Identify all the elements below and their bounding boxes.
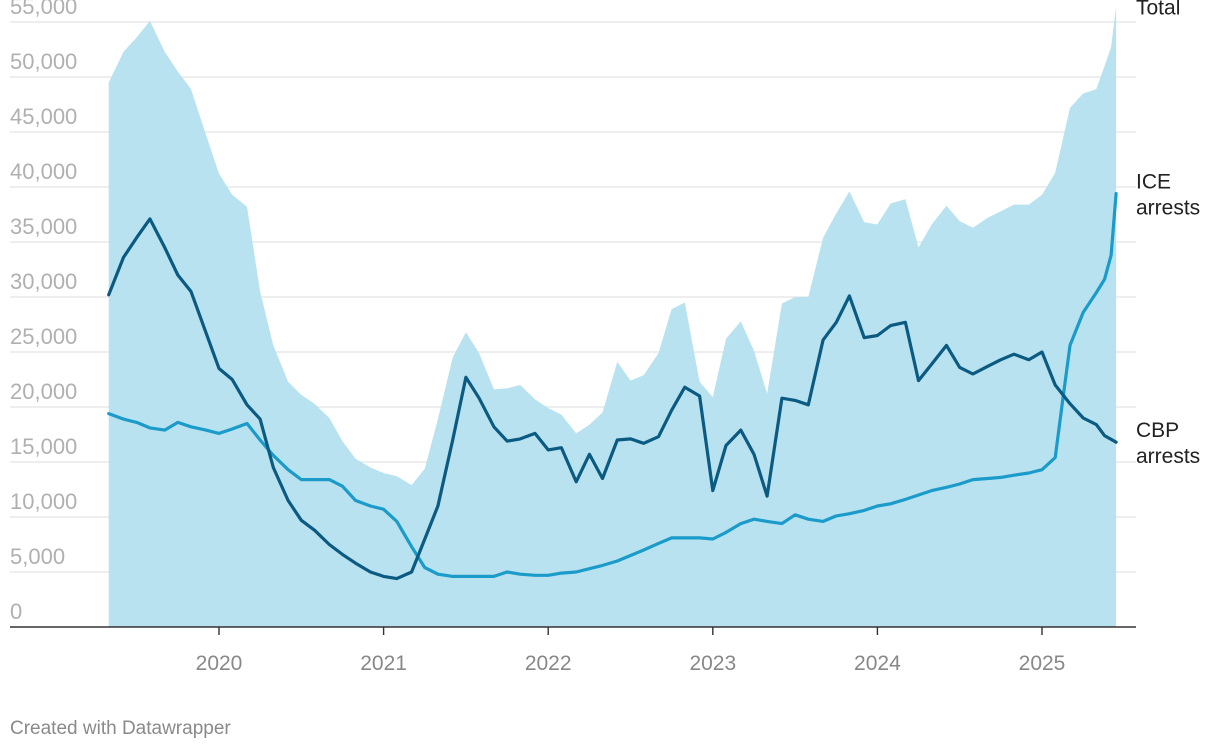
x-tick-label: 2024 (854, 652, 901, 675)
total-area-layer (108, 6, 1117, 628)
x-tick-label: 2023 (689, 652, 736, 675)
y-tick-label: 10,000 (10, 489, 77, 514)
y-tick-label: 40,000 (10, 159, 77, 184)
y-tick-label: 5,000 (10, 544, 65, 569)
ice-arrests-line (107, 192, 1118, 578)
cbp-arrests-label: CBP arrests (1136, 419, 1200, 468)
x-axis-tick-labels: 2020 2021 2022 2023 2024 2025 (196, 652, 1066, 675)
x-axis (10, 626, 1136, 635)
total-area (108, 6, 1117, 628)
series-labels: Total ICE arrests CBP arrests (1136, 0, 1200, 468)
y-tick-label: 55,000 (10, 0, 77, 19)
y-tick-label: 35,000 (10, 214, 77, 239)
y-axis-tick-labels: 0 5,000 10,000 15,000 20,000 25,000 30,000 35,0… (10, 0, 77, 624)
x-tick-label: 2022 (525, 652, 572, 675)
series-lines-layer (107, 192, 1118, 581)
y-tick-label: 45,000 (10, 104, 77, 129)
x-tick-label: 2021 (360, 652, 407, 675)
credit-text: Created with Datawrapper (10, 718, 231, 739)
cbp-arrests-line (107, 217, 1118, 581)
ice-arrests-label: ICE arrests (1136, 171, 1200, 220)
x-tick-label: 2020 (196, 652, 243, 675)
y-tick-label: 0 (10, 599, 22, 624)
total-label: Total (1136, 0, 1180, 20)
x-tick-label: 2025 (1019, 652, 1066, 675)
y-tick-label: 15,000 (10, 434, 77, 459)
y-tick-label: 30,000 (10, 269, 77, 294)
y-tick-label: 20,000 (10, 379, 77, 404)
y-tick-label: 25,000 (10, 324, 77, 349)
y-tick-label: 50,000 (10, 49, 77, 74)
